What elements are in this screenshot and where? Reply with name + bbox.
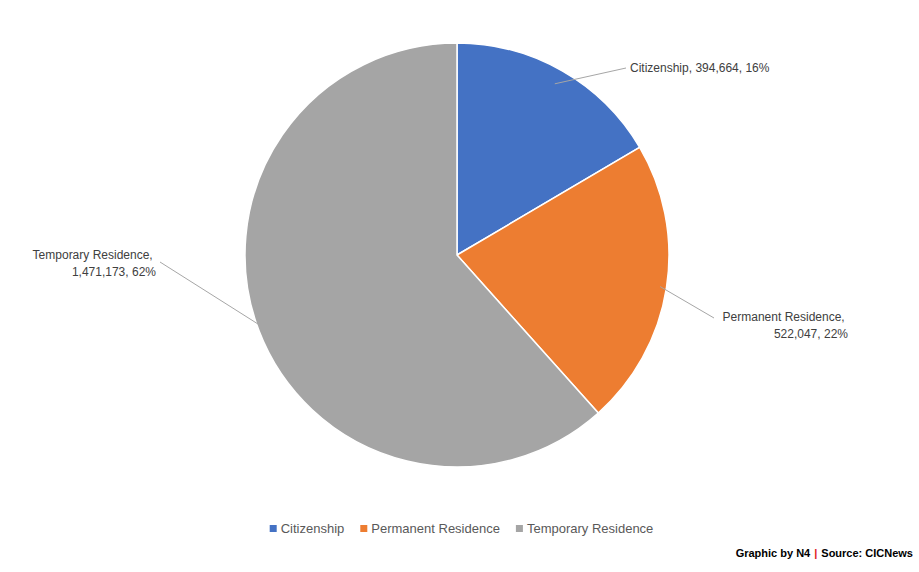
legend-label: Citizenship <box>281 521 345 536</box>
data-label-part: 394,664 <box>695 61 739 75</box>
legend-label: Temporary Residence <box>527 521 653 536</box>
data-label-part: 22% <box>824 327 848 341</box>
chart-container: Citizenship, 394,664, 16% Permanent Resid… <box>0 0 919 572</box>
footer: Graphic by N4| Source: CICNews <box>736 547 913 559</box>
data-label-part: , <box>817 327 824 341</box>
data-labels: Citizenship, 394,664, 16% Permanent Resid… <box>33 61 849 341</box>
data-label-part: , <box>739 61 746 75</box>
footer-divider: | <box>814 547 817 559</box>
legend-label: Permanent Residence <box>371 521 500 536</box>
data-label-part: 62% <box>132 265 156 279</box>
data-label-part: Temporary Residence <box>33 248 150 262</box>
data-label-part: 16% <box>745 61 769 75</box>
data-label: Citizenship, 394,664, 16% <box>630 61 770 75</box>
data-label: Temporary Residence, 1,471,173, 62% <box>33 248 157 279</box>
slices <box>245 43 669 467</box>
legend-item: Citizenship <box>270 521 345 536</box>
data-label-part: 522,047 <box>774 327 818 341</box>
footer-credit: Graphic by N4 <box>736 547 811 559</box>
legend-swatch <box>360 525 367 532</box>
leader-line <box>660 287 714 318</box>
data-label-part: Permanent Residence <box>723 310 842 324</box>
legend: Citizenship Permanent Residence Temporary … <box>270 521 654 536</box>
data-label-part: , <box>689 61 696 75</box>
leader-line <box>555 68 626 84</box>
chart: Citizenship, 394,664, 16% Permanent Resid… <box>0 0 919 572</box>
data-label-part: 1,471,173 <box>72 265 126 279</box>
data-label-part: , <box>841 310 848 324</box>
footer-source: Source: CICNews <box>821 547 913 559</box>
pie-slice <box>245 43 598 467</box>
leader-line <box>160 262 265 328</box>
data-label-part: , <box>125 265 132 279</box>
data-label-part: Citizenship <box>630 61 689 75</box>
data-label-part: , <box>149 248 156 262</box>
legend-swatch <box>516 525 523 532</box>
legend-swatch <box>270 525 277 532</box>
data-label: Permanent Residence, 522,047, 22% <box>723 310 849 341</box>
legend-item: Temporary Residence <box>516 521 653 536</box>
legend-item: Permanent Residence <box>360 521 500 536</box>
